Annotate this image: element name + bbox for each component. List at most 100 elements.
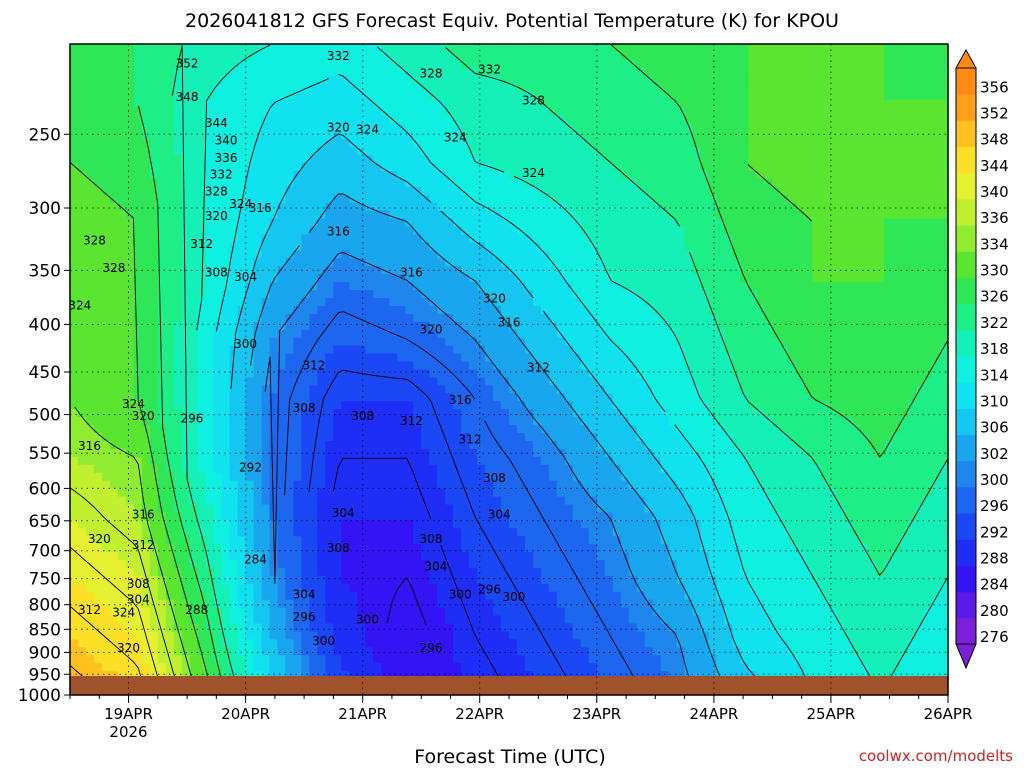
field-cell	[477, 250, 486, 259]
field-cell	[612, 83, 622, 93]
field-cell	[868, 186, 877, 196]
field-cell	[70, 155, 79, 164]
field-cell	[357, 401, 366, 410]
field-cell	[141, 274, 151, 283]
field-cell	[908, 178, 917, 188]
field-cell	[596, 298, 606, 307]
field-cell	[596, 194, 606, 204]
field-cell	[181, 147, 191, 156]
field-cell	[796, 59, 805, 69]
field-cell	[357, 345, 366, 355]
field-cell	[285, 155, 295, 164]
field-cell	[836, 298, 845, 307]
field-cell	[333, 163, 342, 172]
field-cell	[820, 385, 829, 394]
field-cell	[684, 147, 694, 156]
field-cell	[660, 321, 670, 331]
field-cell	[245, 155, 255, 164]
field-cell	[101, 131, 111, 140]
field-cell	[269, 115, 279, 124]
field-cell	[181, 226, 191, 236]
field-cell	[732, 171, 742, 180]
field-cell	[317, 123, 327, 132]
field-cell	[588, 178, 598, 188]
field-cell	[317, 282, 327, 291]
field-cell	[916, 107, 925, 117]
field-cell	[788, 186, 797, 196]
field-cell	[421, 298, 430, 307]
field-cell	[389, 242, 398, 252]
field-cell	[932, 194, 941, 204]
field-cell	[237, 202, 247, 212]
field-cell	[253, 353, 263, 363]
field-cell	[548, 234, 558, 244]
field-cell	[620, 266, 630, 275]
field-cell	[141, 107, 151, 117]
field-cell	[133, 44, 143, 53]
field-cell	[181, 274, 191, 283]
field-cell	[437, 242, 446, 252]
field-cell	[365, 321, 374, 331]
field-cell	[916, 329, 925, 339]
field-cell	[844, 377, 853, 386]
field-cell	[876, 305, 885, 315]
field-cell	[636, 115, 646, 124]
field-cell	[237, 290, 247, 299]
field-cell	[125, 329, 135, 339]
field-cell	[501, 337, 510, 347]
field-cell	[516, 147, 526, 156]
field-cell	[788, 202, 797, 212]
field-cell	[421, 163, 430, 172]
field-cell	[764, 171, 773, 180]
field-cell	[924, 202, 933, 212]
field-cell	[277, 91, 287, 101]
field-cell	[357, 242, 366, 252]
field-cell	[477, 178, 486, 188]
field-cell	[77, 139, 87, 148]
field-cell	[341, 234, 350, 244]
field-cell	[644, 226, 654, 236]
field-cell	[365, 202, 374, 212]
field-cell	[876, 377, 885, 386]
field-cell	[940, 282, 948, 291]
field-cell	[165, 393, 175, 402]
field-cell	[804, 67, 813, 77]
field-cell	[940, 178, 948, 188]
field-cell	[197, 361, 207, 371]
field-cell	[908, 385, 917, 394]
field-cell	[668, 242, 678, 252]
field-cell	[644, 163, 654, 172]
field-cell	[429, 115, 438, 124]
field-cell	[285, 290, 295, 299]
field-cell	[932, 274, 941, 283]
field-cell	[684, 290, 694, 299]
field-cell	[636, 329, 646, 339]
field-cell	[101, 51, 111, 61]
field-cell	[636, 274, 646, 283]
field-cell	[293, 234, 303, 244]
field-cell	[125, 186, 135, 196]
field-cell	[724, 218, 734, 228]
field-cell	[764, 377, 773, 386]
field-cell	[509, 91, 518, 101]
field-cell	[213, 210, 223, 220]
field-cell	[580, 385, 590, 394]
field-cell	[125, 298, 135, 307]
field-cell	[516, 313, 526, 323]
field-cell	[540, 115, 550, 124]
field-cell	[580, 139, 590, 148]
field-cell	[548, 329, 558, 339]
field-cell	[772, 139, 781, 148]
field-cell	[524, 155, 534, 164]
field-cell	[788, 147, 797, 156]
field-cell	[644, 282, 654, 291]
field-cell	[636, 83, 646, 93]
field-cell	[469, 194, 478, 204]
field-cell	[293, 123, 303, 132]
field-cell	[221, 163, 231, 172]
field-cell	[524, 59, 534, 69]
field-cell	[604, 298, 614, 307]
field-cell	[596, 51, 606, 61]
field-cell	[381, 194, 390, 204]
field-cell	[692, 258, 702, 267]
